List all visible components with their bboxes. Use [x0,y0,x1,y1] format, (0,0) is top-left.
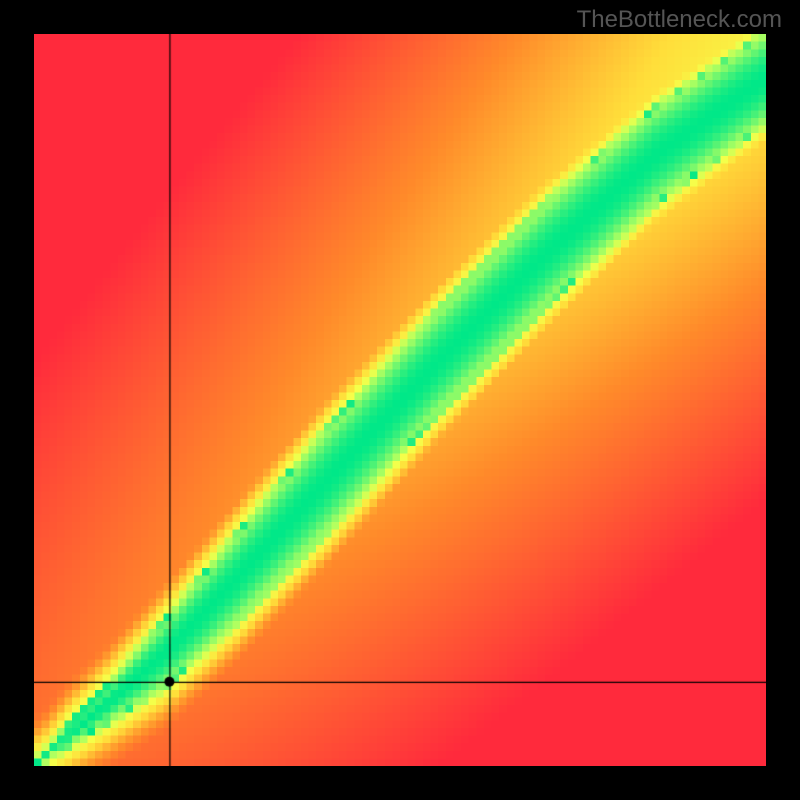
watermark-text: TheBottleneck.com [577,6,782,34]
crosshair-overlay [34,34,766,766]
chart-container: TheBottleneck.com [0,0,800,800]
